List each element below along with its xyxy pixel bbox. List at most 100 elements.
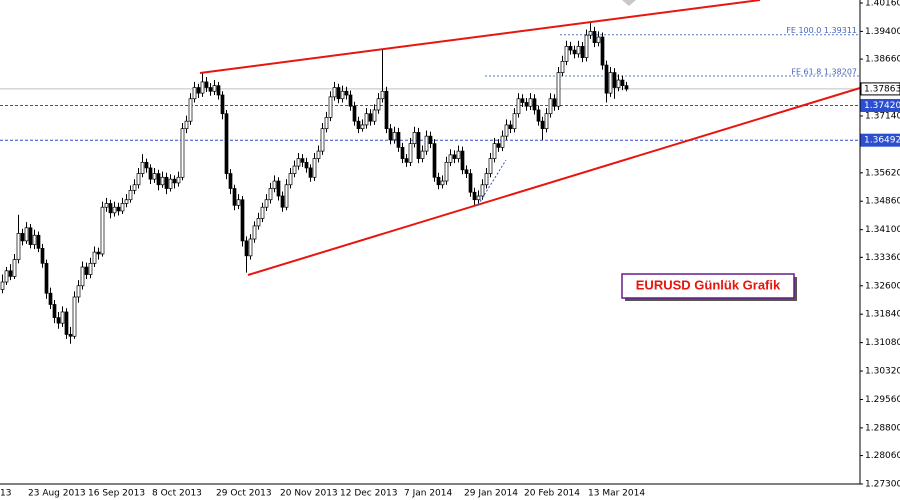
candle-body [448,154,453,163]
candle-body [460,150,465,171]
candle-body [364,113,369,126]
annotation-box [621,273,795,299]
price-label: 1.37420 [864,101,900,111]
candle-body [144,161,149,169]
candle-body [524,102,529,107]
candle-body [432,143,437,178]
candle-body [136,173,141,186]
candle-body [444,161,449,182]
trend-lines [199,0,861,276]
candle-body [536,109,541,122]
candle-body [588,31,593,36]
y-tick-label: 1.28060 [865,451,900,461]
candle-body [244,240,249,257]
candle-body [76,285,81,298]
candle-body [456,150,461,159]
candle-body [196,87,201,94]
candle-body [380,90,385,100]
candle-body [472,191,477,201]
candle-body [104,203,109,208]
candle-body [164,176,169,189]
candle-body [336,87,341,100]
candle-body [44,262,49,294]
y-tick-label: 1.39400 [865,27,900,37]
candle-body [80,266,85,287]
candle-body [324,117,329,130]
y-tick-label: 1.27300 [865,480,900,490]
candle-body [64,311,69,335]
candle-body [140,161,145,174]
lower-trend-line [247,87,861,276]
candle-body [36,234,41,249]
candle-body [496,143,501,148]
candle-body [216,85,221,96]
candle-body [4,270,9,283]
candle-body [252,225,257,240]
candle-body [128,190,133,201]
candle-body [616,79,621,88]
candle-body [428,135,433,144]
candle-body [320,128,325,152]
candle-body [420,150,425,159]
candle-body [620,79,625,87]
y-tick-label: 1.38660 [865,55,900,65]
candle-body [564,46,569,62]
y-tick-label: 1.31080 [865,338,900,348]
candle-body [624,85,629,90]
x-tick-label: 20 Nov 2013 [280,489,338,499]
chart-title: EURUSD Günlük Grafik [636,277,781,292]
candle-body [544,113,549,130]
candle-body [20,233,25,242]
x-tick-label: 16 Sep 2013 [88,489,145,499]
candle-body [488,158,493,174]
candle-body [552,98,557,107]
candle-body [344,90,349,96]
y-tick-label: 1.28800 [865,423,900,433]
candle-body [396,132,401,148]
candle-body [152,173,157,180]
candle-body [408,143,413,163]
x-tick-label: 23 Aug 2013 [28,489,86,499]
x-tick-label: 12 Dec 2013 [340,489,398,499]
fibo-line [477,159,507,206]
candle-body [236,199,241,206]
candle-body [332,87,337,98]
candle-body [360,124,365,130]
candle-body [256,218,261,227]
candle-body [328,96,333,118]
candle-body [368,113,373,122]
candle-body [560,60,565,73]
candle-body [264,199,269,208]
candle-body [356,120,361,130]
candle-body [188,98,193,122]
candle-body [580,46,585,58]
candle-body [92,251,97,264]
y-tick-label: 1.31840 [865,310,900,320]
candle-body [384,90,389,130]
candle-body [572,49,577,55]
candle-body [200,81,205,94]
candle-body [32,234,37,245]
y-tick-label: 1.30320 [865,367,900,377]
candle-body [404,158,409,163]
candle-body [168,178,173,189]
candle-body [24,227,29,242]
x-tick-label: 7 Jan 2014 [404,489,452,499]
candle-body [520,98,525,103]
candle-body [84,266,89,275]
candle-body [96,251,101,255]
candle-body [424,135,429,152]
candle-body [300,158,305,163]
candle-body [392,132,397,141]
candle-body [100,206,105,255]
y-tick-label: 1.40160 [865,0,900,8]
x-tick-label: 29 Jan 2014 [464,489,518,499]
candle-body [340,90,345,100]
candle-body [604,64,609,94]
candle-body [204,81,209,88]
candle-body [296,158,301,167]
x-tick-label: 20 Feb 2014 [524,489,580,499]
candle-body [612,72,617,88]
candle-body [184,120,189,130]
candle-body [180,128,185,178]
